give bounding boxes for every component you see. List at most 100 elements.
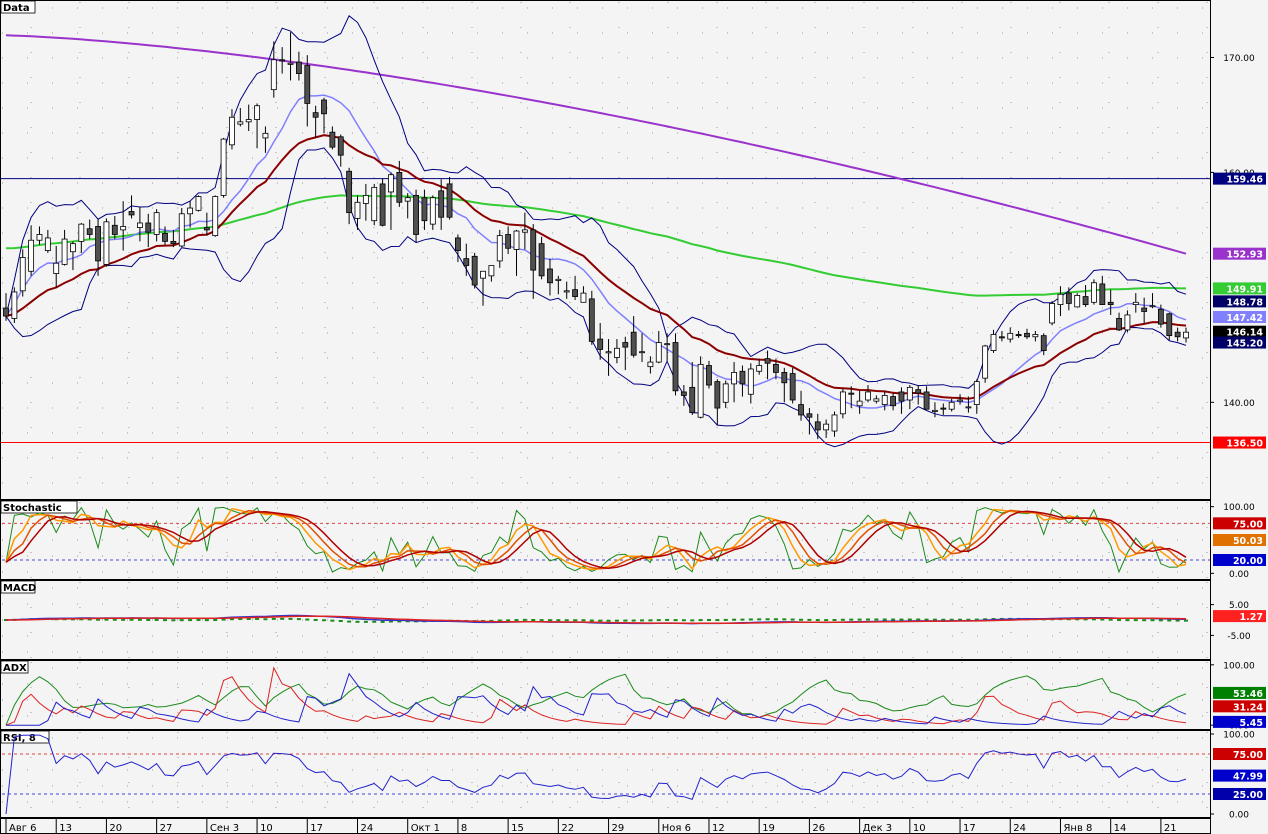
candle-body (915, 389, 922, 394)
candle (1124, 310, 1131, 333)
adx-value-tag: 5.45 (1240, 718, 1263, 729)
x-tick-label: 8 (461, 823, 467, 834)
candle (940, 403, 947, 415)
candle-body (814, 421, 821, 431)
candle (1015, 331, 1022, 338)
candle (697, 356, 704, 419)
candle (806, 408, 813, 435)
x-tick-label: Дек 3 (863, 823, 893, 834)
candle (647, 356, 654, 374)
price-value-tag: 152.93 (1226, 250, 1263, 261)
candle-body (697, 363, 704, 418)
candle (28, 225, 35, 276)
candle (1082, 285, 1089, 307)
price-value-tag-bg (1213, 311, 1266, 324)
candle-body (990, 334, 997, 351)
candle (446, 177, 453, 220)
x-tick-label: 17 (310, 823, 323, 834)
candle-body (513, 230, 520, 250)
candle-body (1082, 296, 1089, 305)
candle (756, 358, 763, 375)
candle-body (831, 414, 838, 432)
candle-body (1057, 293, 1064, 305)
rsi-value-tag: 25.00 (1233, 790, 1263, 801)
candle (1065, 287, 1072, 311)
candle-body (44, 237, 51, 251)
candle-body (1116, 317, 1122, 331)
candle-body (86, 228, 93, 235)
candle-body (932, 409, 938, 412)
candle (36, 226, 43, 245)
candle (814, 413, 821, 440)
candle-body (1183, 331, 1189, 339)
candle-body (496, 235, 503, 262)
x-tick-label: 12 (712, 823, 725, 834)
candle (488, 265, 495, 282)
x-tick-label: 22 (561, 823, 574, 834)
candle (312, 105, 319, 138)
candle (429, 195, 436, 230)
price-tag-support-line-bg (1213, 436, 1266, 449)
candle-body (446, 183, 453, 218)
candle-body (254, 105, 260, 120)
adx-value-tag: 31.24 (1233, 702, 1263, 713)
adx-title: ADX (3, 663, 27, 674)
candle-body (1099, 283, 1106, 305)
x-tick-label: 15 (511, 823, 524, 834)
candle-body (714, 381, 721, 409)
candle (295, 51, 302, 81)
candle (496, 229, 503, 268)
stoch-series: 75.00 50.03 20.00 (5, 506, 1266, 574)
candle-body (1166, 313, 1173, 337)
candle (1107, 289, 1114, 315)
x-tick-label: 17 (963, 823, 976, 834)
candle-body (614, 347, 620, 358)
price-value-tag: 147.42 (1226, 313, 1263, 324)
candle-body (19, 257, 26, 292)
adx-value-tag-bg (1213, 686, 1266, 699)
candle (881, 390, 888, 411)
adx-line (5, 673, 1187, 726)
candle (1174, 327, 1181, 342)
candle-body (11, 291, 18, 319)
candle (3, 293, 9, 321)
candle-body (195, 196, 202, 211)
candle-body (848, 392, 855, 395)
candle (898, 387, 905, 414)
candle-body (321, 99, 327, 115)
candle-body (1015, 334, 1022, 337)
rsi-line (5, 734, 1187, 815)
candle (823, 419, 830, 438)
candle (170, 229, 177, 248)
candle (70, 241, 76, 271)
candle (136, 206, 143, 242)
adx-plot-frame (0, 660, 1211, 730)
rsi-value-tag: 47.99 (1233, 772, 1263, 783)
candle-body (530, 229, 537, 271)
stoch-title: Stochastic (3, 503, 62, 514)
candle-body (203, 227, 210, 231)
rsi-title-box (0, 730, 50, 744)
candle (237, 108, 244, 127)
candle-body (680, 391, 687, 396)
candle (245, 104, 252, 132)
price-title-box (0, 0, 36, 14)
x-tick-label: 20 (109, 823, 122, 834)
macd-y-tick-label: 5.00 (1229, 601, 1249, 611)
candle (923, 386, 930, 410)
candle (538, 236, 545, 280)
candle (279, 47, 286, 74)
candle (973, 379, 980, 414)
candle-body (120, 226, 127, 231)
candle (44, 229, 51, 253)
candle (521, 212, 528, 250)
candle-body (580, 292, 587, 303)
price-value-tag-bg (1213, 336, 1266, 349)
candle (178, 208, 185, 248)
candle (95, 218, 101, 276)
adx-value-tag: 53.46 (1233, 689, 1263, 700)
candle (371, 183, 378, 226)
candle-body (237, 121, 244, 125)
candle-body (973, 381, 980, 405)
